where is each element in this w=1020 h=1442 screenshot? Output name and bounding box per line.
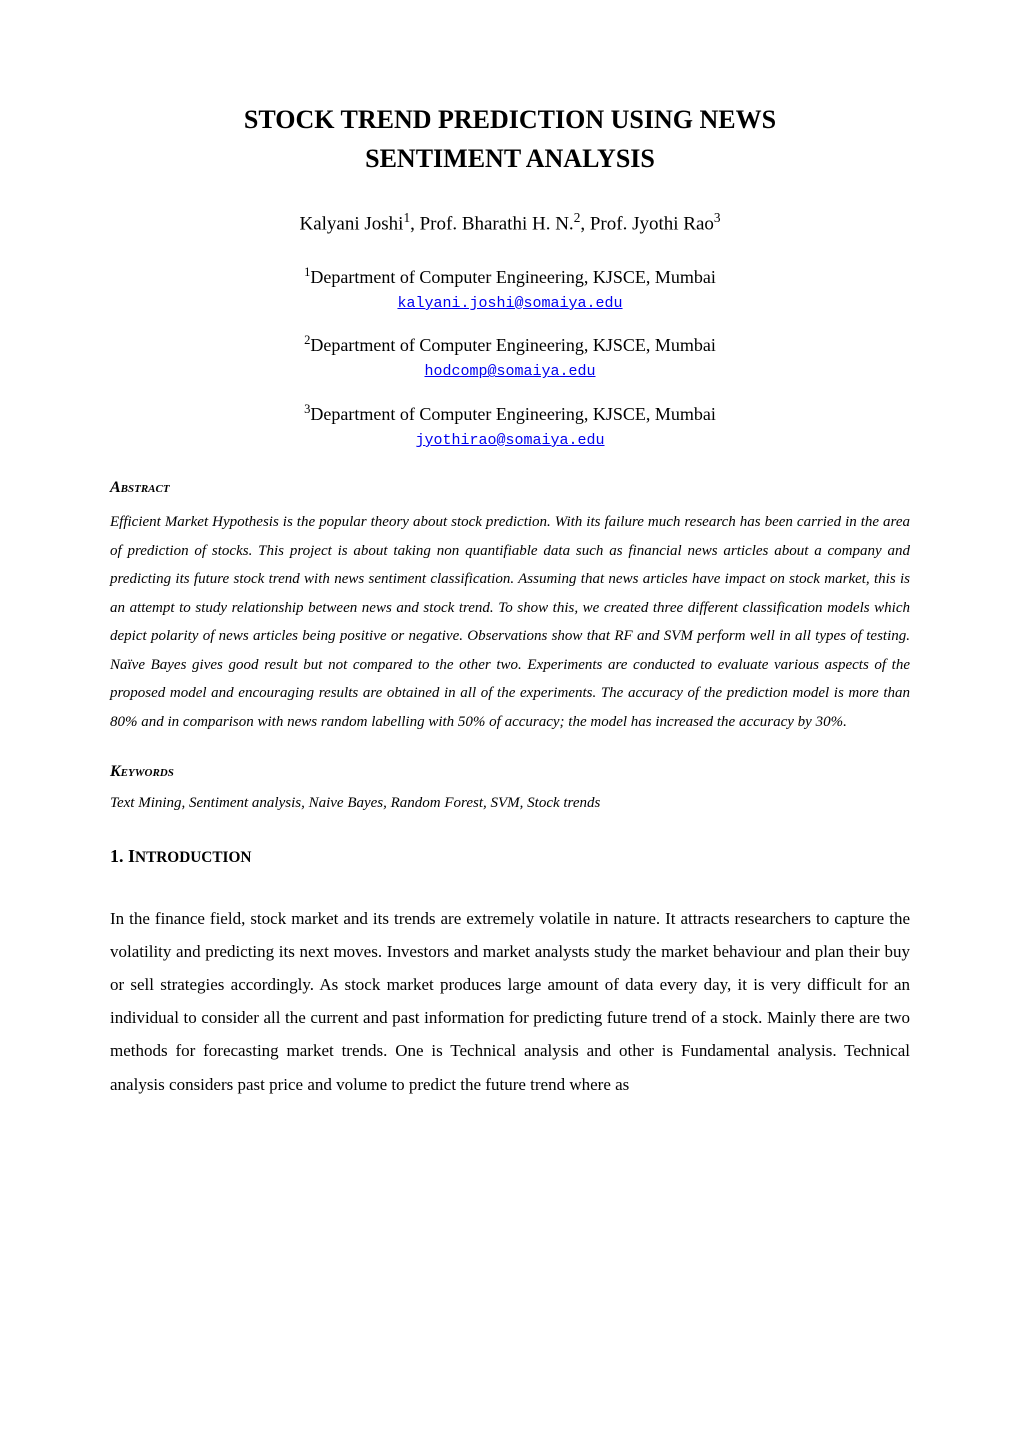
affiliation-1-email[interactable]: kalyani.joshi@somaiya.edu [110,293,910,316]
affiliation-3-email[interactable]: jyothirao@somaiya.edu [110,430,910,453]
keywords-text: Text Mining, Sentiment analysis, Naive B… [110,792,910,815]
keywords-heading: Keywords [110,760,910,784]
intro-heading-num: 1. I [110,846,135,866]
introduction-body: In the finance field, stock market and i… [110,902,910,1101]
affiliation-3: 3Department of Computer Engineering, KJS… [110,400,910,428]
title-line-2: SENTIMENT ANALYSIS [365,144,655,173]
intro-heading-rest: NTRODUCTION [135,849,251,866]
affiliations-block: 1Department of Computer Engineering, KJS… [110,263,910,453]
affiliation-2-email[interactable]: hodcomp@somaiya.edu [110,361,910,384]
introduction-heading: 1. INTRODUCTION [110,843,910,870]
paper-title: STOCK TREND PREDICTION USING NEWS SENTIM… [110,100,910,178]
affiliation-2: 2Department of Computer Engineering, KJS… [110,331,910,359]
abstract-text: Efficient Market Hypothesis is the popul… [110,508,910,736]
abstract-heading: Abstract [110,476,910,500]
title-line-1: STOCK TREND PREDICTION USING NEWS [244,105,776,134]
affiliation-1: 1Department of Computer Engineering, KJS… [110,263,910,291]
authors-line: Kalyani Joshi1, Prof. Bharathi H. N.2, P… [110,208,910,239]
